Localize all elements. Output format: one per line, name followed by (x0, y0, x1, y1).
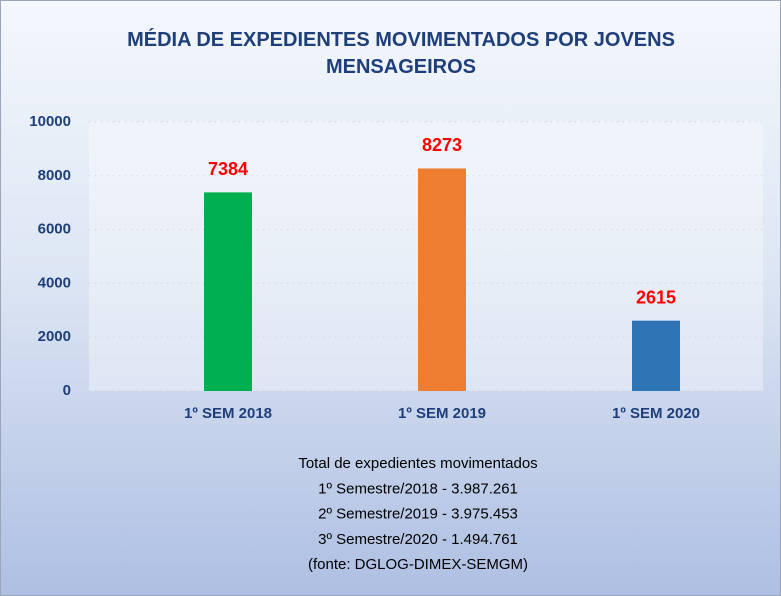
annotation: 3º Semestre/2020 - 1.494.761 (318, 531, 518, 548)
x-tick-label: 1º SEM 2019 (398, 405, 486, 422)
annotation: Total de expedientes movimentados (298, 455, 537, 472)
bar (632, 320, 680, 391)
chart-title: MÉDIA DE EXPEDIENTES MOVIMENTADOS POR JO… (127, 29, 675, 78)
x-tick-label: 1º SEM 2020 (612, 405, 700, 422)
annotation: 1º Semestre/2018 - 3.987.261 (318, 480, 518, 497)
y-tick-label: 4000 (38, 274, 71, 291)
y-tick-label: 6000 (38, 221, 71, 238)
value-label: 7384 (208, 159, 248, 179)
y-tick-label: 8000 (38, 167, 71, 184)
y-tick-label: 10000 (29, 113, 71, 130)
x-tick-label: 1º SEM 2018 (184, 405, 272, 422)
bar (204, 192, 252, 391)
annotation: (fonte: DGLOG-DIMEX-SEMGM) (308, 556, 528, 573)
annotation: 2º Semestre/2019 - 3.975.453 (318, 506, 518, 523)
y-tick-label: 2000 (38, 328, 71, 345)
bar (418, 168, 466, 391)
value-label: 2615 (636, 287, 676, 307)
y-tick-label: 0 (63, 382, 71, 399)
value-label: 8273 (422, 135, 462, 155)
